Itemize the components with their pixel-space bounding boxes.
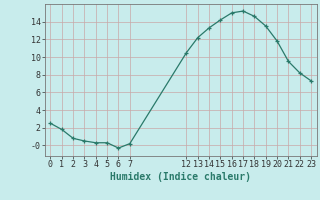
X-axis label: Humidex (Indice chaleur): Humidex (Indice chaleur) [110, 172, 251, 182]
